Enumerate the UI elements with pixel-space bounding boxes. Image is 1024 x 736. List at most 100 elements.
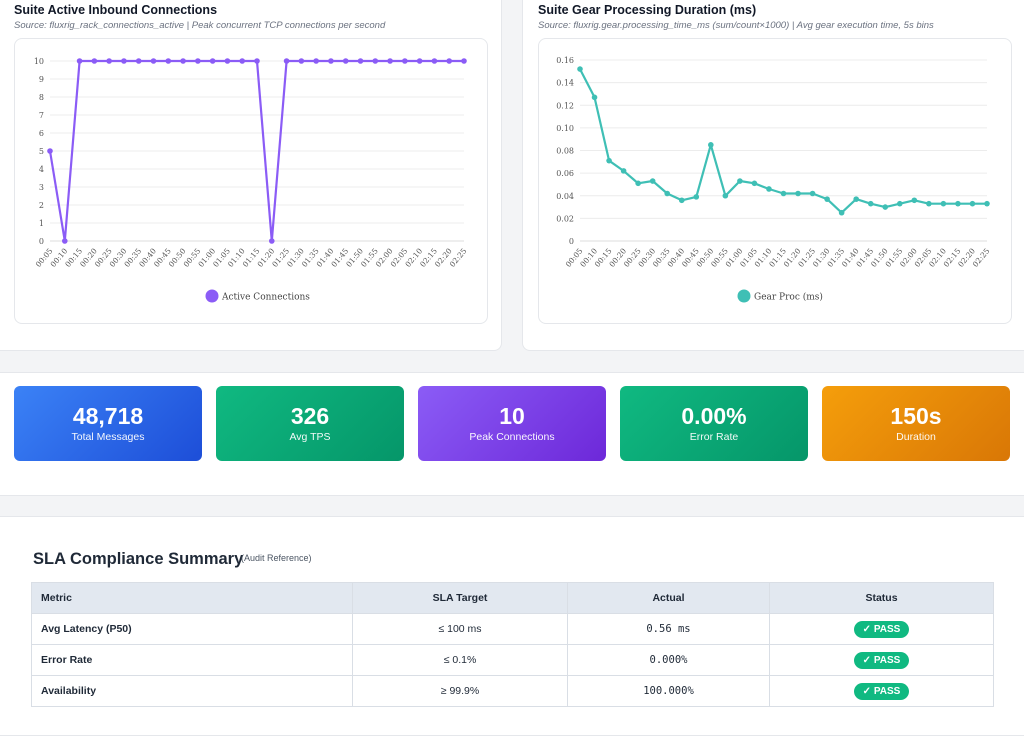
data-point	[766, 186, 772, 192]
data-point	[61, 238, 68, 244]
data-point	[896, 200, 903, 207]
data-point	[708, 142, 714, 148]
metric-value: 150s	[890, 403, 942, 429]
data-point	[239, 58, 246, 64]
metric-label: Avg TPS	[289, 431, 331, 443]
gear-chart-subtitle: Source: fluxrig.gear.processing_time_ms …	[538, 20, 934, 31]
data-point	[606, 157, 612, 164]
sla-reference: (Audit Reference)	[241, 553, 312, 563]
y-tick-label: 1	[39, 219, 44, 228]
status-badge: ✓ PASS	[853, 620, 910, 638]
data-point	[620, 168, 627, 174]
status-badge: ✓ PASS	[853, 651, 910, 669]
data-point	[91, 58, 98, 64]
y-tick-label: 8	[39, 93, 44, 102]
y-tick-label: 0.10	[556, 124, 574, 133]
data-point	[751, 180, 758, 187]
table-row: Avg Latency (P50) ≤ 100 ms 0.56 ms ✓ PAS…	[31, 613, 994, 645]
table-row: Error Rate ≤ 0.1% 0.000% ✓ PASS	[31, 644, 994, 676]
data-point	[180, 58, 186, 64]
y-tick-label: 4	[39, 165, 44, 174]
row-target: ≤ 100 ms	[352, 613, 568, 645]
y-tick-label: 3	[39, 183, 44, 192]
row-metric: Availability	[31, 675, 353, 707]
y-tick-label: 0.08	[556, 147, 574, 156]
metric-value: 48,718	[72, 403, 144, 429]
metric-card-duration: 150s Duration	[822, 386, 1010, 461]
legend-label: Gear Proc (ms)	[754, 292, 823, 303]
gear-chart-box: 0 0.02 0.04 0.06 0.08 0.10 0.12 0.14 0.16 00:05 00…	[538, 38, 1012, 324]
x-tick-label: 02:25	[448, 246, 469, 269]
y-tick-label: 2	[39, 201, 44, 210]
data-point	[824, 196, 830, 202]
data-point	[649, 178, 656, 184]
connections-line-chart: 01234567891000:0500:1000:1500:2000:2500:…	[34, 57, 469, 303]
metric-label: Peak Connections	[469, 431, 555, 443]
y-tick-label: 0.12	[556, 101, 574, 110]
data-point	[664, 190, 671, 197]
table-row: Availability ≥ 99.9% 100.000% ✓ PASS	[31, 675, 994, 707]
metric-value: 10	[499, 403, 525, 429]
data-point	[121, 58, 127, 64]
row-actual: 100.000%	[567, 675, 770, 707]
row-target: ≤ 0.1%	[352, 644, 568, 676]
data-point	[47, 148, 53, 154]
data-point	[984, 200, 990, 207]
table-header-row: Metric SLA Target Actual Status	[31, 582, 994, 614]
header-target: SLA Target	[352, 582, 568, 614]
connections-chart-subtitle: Source: fluxrig_rack_connections_active …	[14, 20, 386, 31]
connections-chart-title: Suite Active Inbound Connections	[14, 3, 218, 17]
data-point	[195, 58, 201, 64]
row-actual: 0.56 ms	[567, 613, 770, 645]
y-tick-label: 0.14	[556, 79, 574, 88]
metric-label: Total Messages	[71, 431, 145, 443]
data-point	[867, 200, 874, 207]
data-point	[106, 58, 112, 64]
data-point	[268, 238, 275, 244]
data-point	[911, 197, 918, 204]
legend-label: Active Connections	[221, 293, 310, 303]
status-badge: ✓ PASS	[853, 682, 910, 700]
row-metric: Avg Latency (P50)	[31, 613, 353, 645]
header-metric: Metric	[31, 582, 353, 614]
y-tick-label: 10	[34, 57, 44, 66]
y-tick-label: 0.06	[556, 169, 574, 178]
data-point	[737, 178, 743, 184]
metric-card-total-messages: 48,718 Total Messages	[14, 386, 202, 461]
data-point	[882, 204, 889, 210]
row-metric: Error Rate	[31, 644, 353, 676]
y-tick-label: 0.16	[556, 56, 574, 65]
data-point	[135, 58, 142, 64]
y-tick-label: 9	[39, 75, 44, 84]
data-point	[372, 58, 379, 64]
data-point	[165, 58, 172, 64]
data-point	[224, 58, 231, 64]
data-point	[853, 196, 859, 202]
gear-line-chart: 00.020.040.060.080.100.120.140.1600:0500…	[556, 56, 992, 303]
data-point	[254, 58, 260, 64]
data-point	[298, 58, 305, 64]
y-tick-label: 0.02	[556, 214, 574, 223]
data-point	[693, 194, 700, 200]
y-tick-label: 5	[39, 147, 44, 156]
data-point	[150, 58, 157, 64]
data-point	[795, 190, 801, 197]
data-point	[76, 58, 83, 64]
metric-value: 0.00%	[681, 403, 747, 429]
data-point	[313, 58, 319, 64]
y-tick-label: 7	[39, 111, 44, 120]
y-tick-label: 6	[39, 129, 44, 138]
legend-marker	[205, 289, 219, 303]
gear-chart-title: Suite Gear Processing Duration (ms)	[538, 3, 757, 17]
data-point	[416, 58, 423, 64]
data-point	[809, 190, 816, 197]
sla-table: Metric SLA Target Actual Status Avg Late…	[31, 582, 994, 707]
data-point	[577, 66, 583, 72]
data-point	[446, 58, 453, 64]
metric-value: 326	[290, 403, 330, 429]
sla-title: SLA Compliance Summary	[33, 550, 244, 568]
data-point	[722, 192, 729, 199]
data-point	[955, 200, 961, 207]
data-point	[209, 58, 216, 64]
y-tick-label: 0	[569, 237, 574, 246]
